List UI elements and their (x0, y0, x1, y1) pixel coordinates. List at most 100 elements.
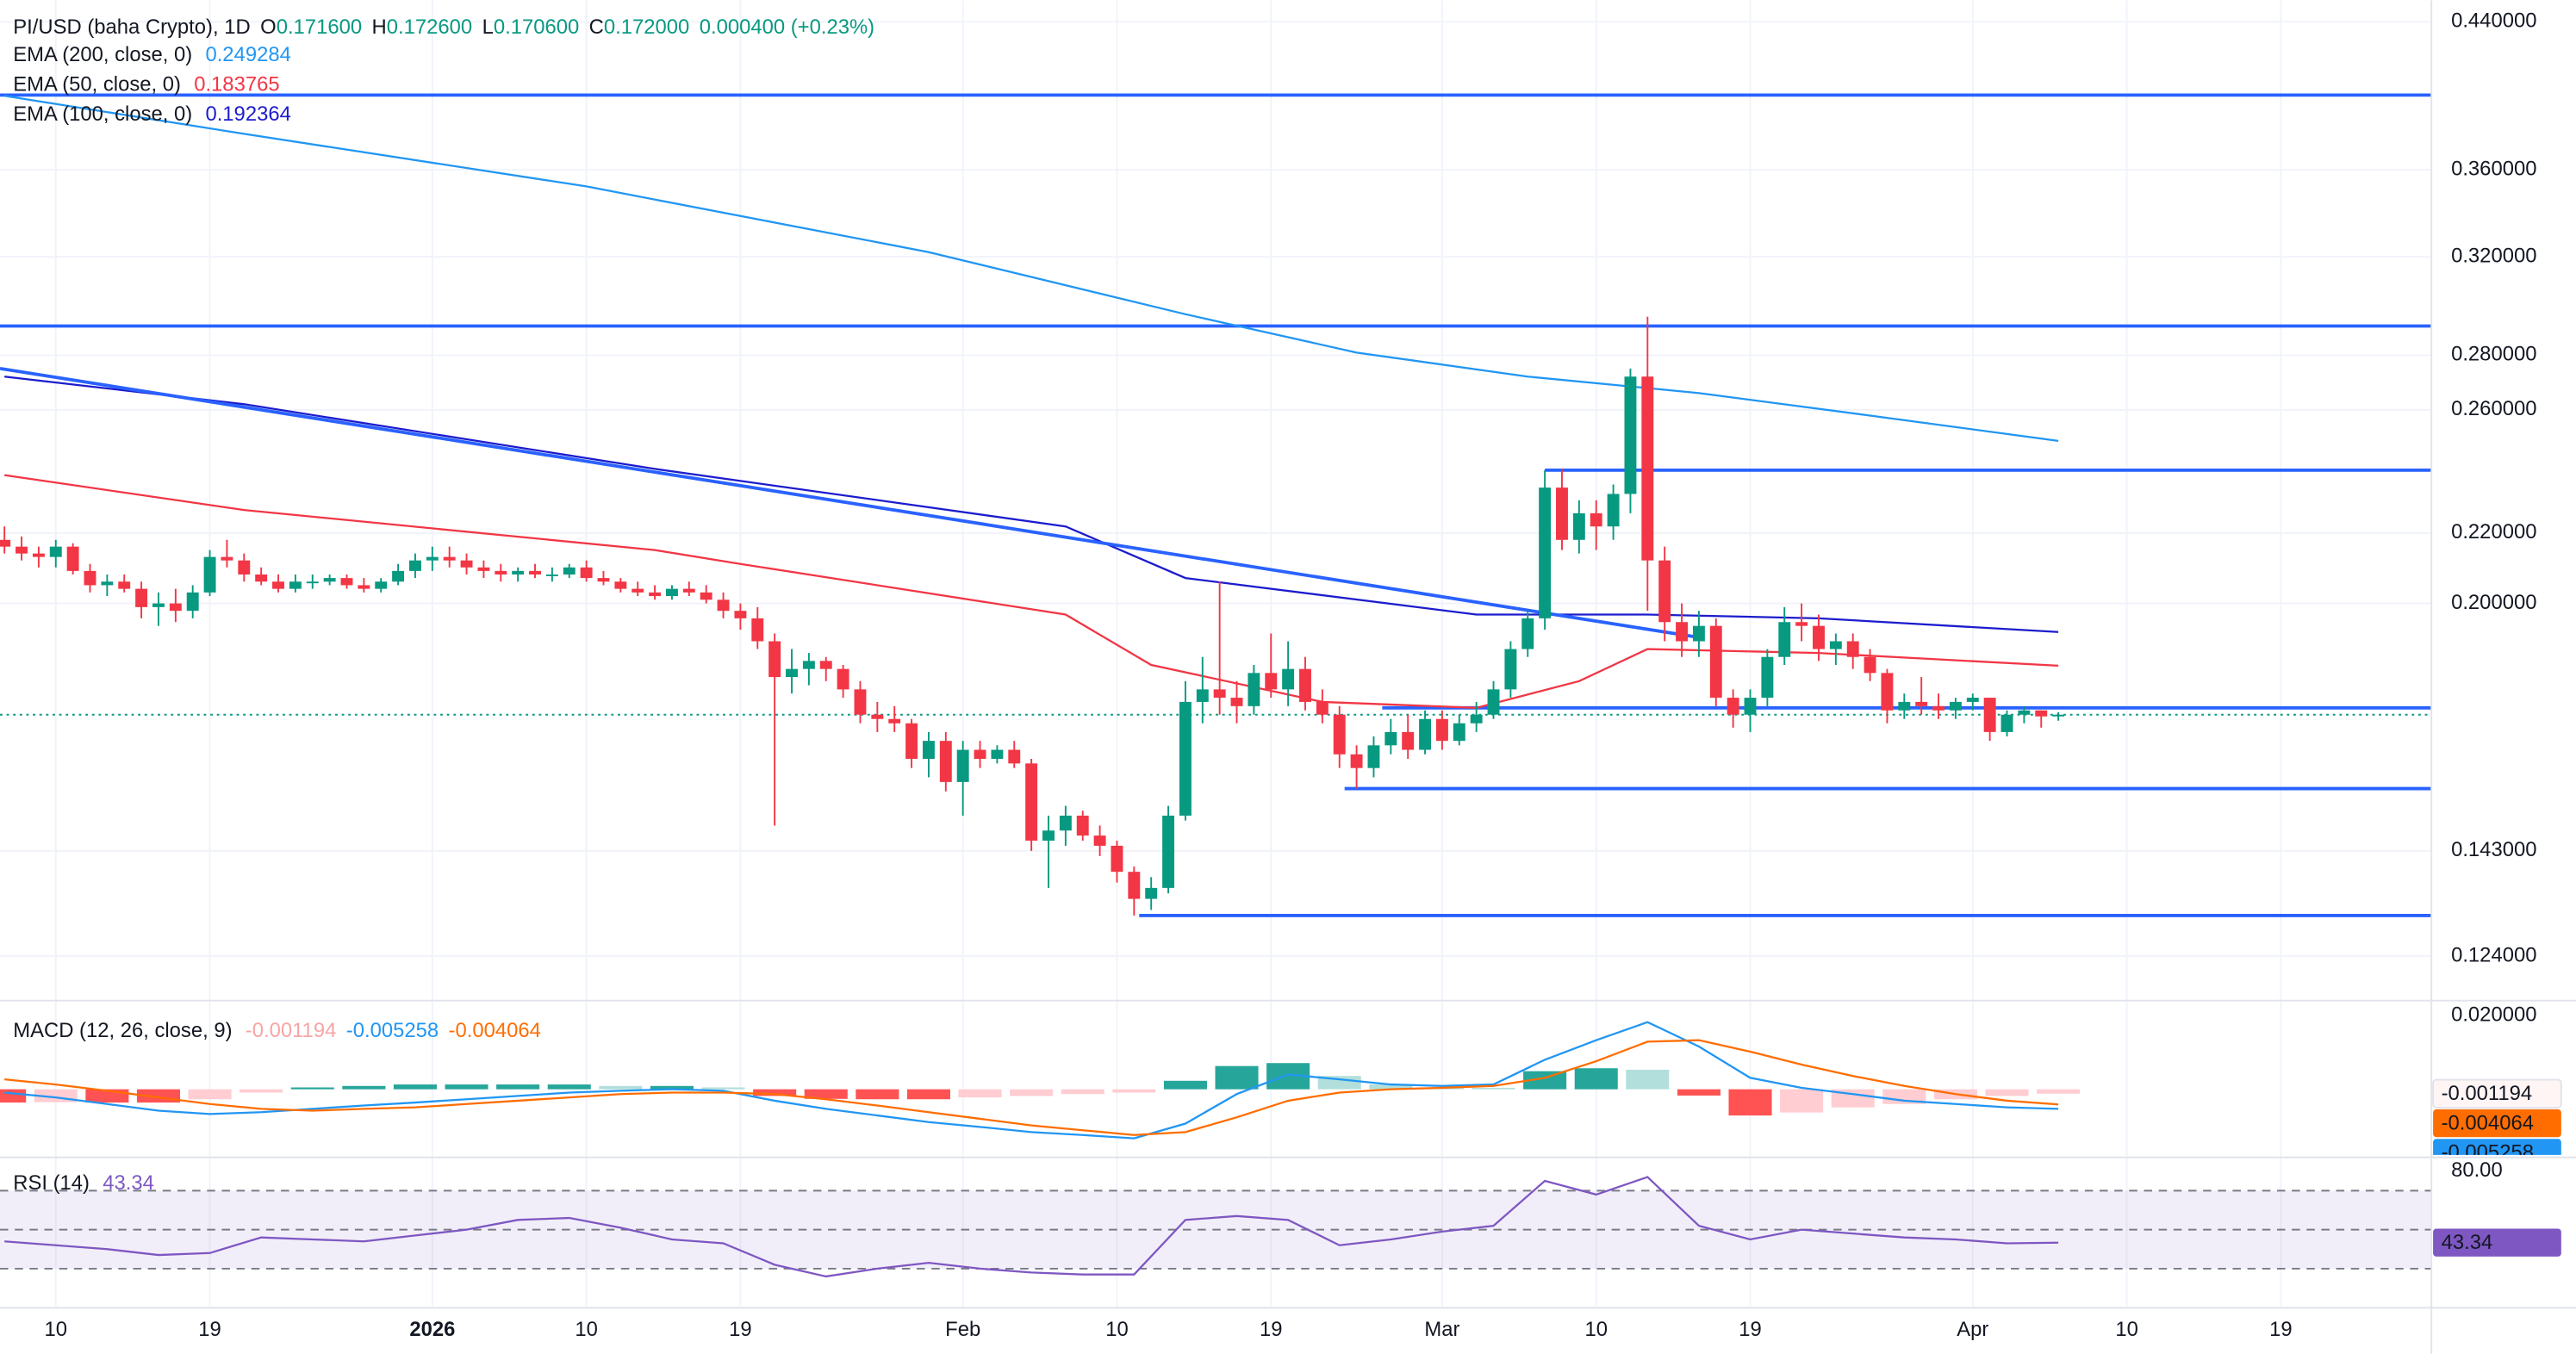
x-tick-label: 19 (1739, 1318, 1762, 1341)
y-tick-label: 0.020000 (2451, 1003, 2536, 1026)
histogram-bar (1882, 1089, 1926, 1104)
candle-body (1572, 512, 1585, 540)
candle-body (443, 556, 456, 561)
level-label: 0.155600 (2442, 777, 2527, 800)
candle-body (991, 749, 1004, 760)
candle-body (32, 553, 45, 557)
candle-body (1384, 731, 1397, 746)
candle-body (1162, 815, 1175, 888)
rsi-label: 43.34 (2442, 1231, 2493, 1254)
candle-body (1076, 815, 1089, 836)
ohlc-key: O (260, 16, 277, 39)
price-labels: 0.398400 0.291300 0.249284 0.239600 0.192364… (2433, 81, 2561, 929)
rsi-value: 43.34 (103, 1172, 154, 1196)
candle-body (1230, 698, 1243, 706)
candle-body (392, 570, 405, 582)
level-label-box (2433, 81, 2561, 109)
ema-label: 0.192364 (2442, 620, 2527, 643)
last-price-label: 0.172000 (2442, 725, 2527, 748)
candle-body (1676, 622, 1689, 642)
x-tick-label: 19 (1260, 1318, 1283, 1341)
y-tick-label: 0.440000 (2451, 9, 2536, 33)
candle-body (460, 560, 473, 568)
indicator-value: 0.183765 (194, 73, 279, 96)
legend-line: EMA (100, close, 0) 0.192364 (13, 102, 291, 126)
histogram-bar (701, 1087, 745, 1090)
labels: 10 19 2026 10 19 Feb 10 19 Mar 10 19 Apr 10 19 0.44000… (13, 9, 2562, 1341)
candle-body (1042, 830, 1055, 841)
x-tick-label: 19 (2269, 1318, 2293, 1341)
candle-body (1727, 698, 1739, 715)
symbol-title: PI/USD (baha Crypto), 1D (13, 16, 250, 39)
candle-body (1761, 656, 1774, 699)
level-label: 0.398400 (2442, 84, 2527, 107)
histogram-bar (1574, 1068, 1618, 1090)
candle-body (1915, 701, 1928, 706)
histogram-bar (1780, 1089, 1824, 1113)
candle-body (1539, 488, 1552, 618)
legend-line: MACD (12, 26, close, 9) -0.001194 -0.00525… (13, 1019, 541, 1042)
candle-body (358, 585, 370, 589)
candle-body (1179, 701, 1192, 816)
candle-body (1624, 376, 1637, 494)
candle-body (66, 546, 79, 571)
histogram-label: -0.001194 (2442, 1082, 2533, 1105)
candle-body (0, 539, 11, 547)
candle-body (819, 661, 832, 669)
candle-body (1196, 689, 1209, 702)
candle-body (802, 661, 815, 669)
candle-body (529, 570, 541, 575)
ema-label-box (2433, 427, 2561, 455)
histogram-value: -0.001194 (246, 1019, 337, 1042)
candle-body (580, 567, 593, 579)
histogram-bar (599, 1085, 643, 1090)
y-tick-label: 0.320000 (2451, 244, 2536, 267)
candle-body (1316, 701, 1328, 715)
candle-body (1008, 749, 1021, 764)
ohlc-key: C (589, 16, 604, 39)
histogram-bar (1831, 1089, 1875, 1108)
ema-line (3, 95, 2059, 442)
indicator-name: EMA (200, close, 0) (13, 43, 192, 66)
candle-body (786, 668, 798, 678)
ema-label-box (2433, 652, 2561, 680)
histogram-bar (240, 1089, 283, 1093)
histogram-bar (2037, 1089, 2081, 1094)
signal-label: -0.004064 (2442, 1111, 2534, 1134)
candle-body (1966, 698, 1979, 702)
indicator-name: EMA (100, close, 0) (13, 102, 192, 126)
candle-body (1248, 673, 1260, 706)
candle-body (1864, 656, 1876, 674)
candle-body (152, 603, 165, 607)
histogram-bar (1061, 1089, 1104, 1095)
rsi-label-box (2433, 1228, 2561, 1257)
candle-body (597, 578, 610, 582)
legend-line: RSI (14) 43.34 (13, 1172, 154, 1196)
candle-body (1111, 845, 1123, 873)
x-tick-label: 10 (45, 1318, 68, 1341)
candle-body (1093, 835, 1106, 846)
level-label-box (2433, 774, 2561, 802)
ohlc-key: L (482, 16, 494, 39)
histogram-bar (856, 1089, 899, 1100)
candle-body (1898, 701, 1911, 711)
candle-body (1435, 718, 1448, 742)
level-label-box (2433, 694, 2561, 722)
candle-body (272, 581, 284, 589)
candle-body (1059, 815, 1072, 831)
candle-body (1744, 698, 1757, 715)
trend-line (0, 366, 1700, 639)
candle-body (1213, 689, 1226, 699)
candle-body (1282, 668, 1295, 690)
y-tick-label: 80.00 (2451, 1158, 2503, 1182)
level-label: 0.239600 (2442, 458, 2527, 481)
grid (0, 0, 2432, 1307)
candle-body (323, 578, 336, 582)
candle-body (409, 560, 421, 571)
rsi-pane (0, 1176, 2432, 1278)
candle-body (1521, 618, 1534, 649)
price-labels: 43.34 (2433, 1228, 2561, 1257)
histogram-bar (1472, 1087, 1515, 1090)
x-tick-label: Feb (945, 1318, 980, 1341)
candle-body (2018, 710, 2031, 715)
